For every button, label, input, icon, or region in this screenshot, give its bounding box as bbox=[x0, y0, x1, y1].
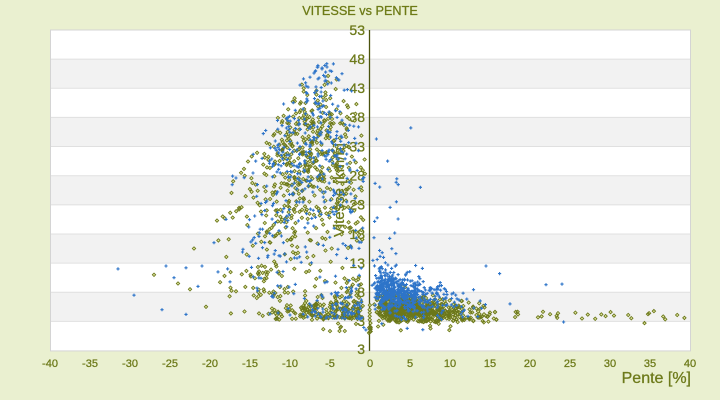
svg-text:13: 13 bbox=[349, 255, 365, 271]
svg-text:20: 20 bbox=[524, 358, 536, 370]
svg-text:23: 23 bbox=[349, 197, 365, 213]
svg-text:Pente [%]: Pente [%] bbox=[622, 370, 691, 387]
svg-text:3: 3 bbox=[357, 341, 365, 357]
svg-text:-15: -15 bbox=[242, 358, 258, 370]
svg-text:8: 8 bbox=[357, 284, 365, 300]
svg-text:38: 38 bbox=[349, 109, 365, 125]
svg-text:0: 0 bbox=[367, 358, 373, 370]
svg-text:28: 28 bbox=[349, 168, 365, 184]
svg-text:48: 48 bbox=[349, 51, 365, 67]
svg-text:43: 43 bbox=[349, 80, 365, 96]
svg-text:35: 35 bbox=[644, 358, 656, 370]
svg-text:-20: -20 bbox=[202, 358, 218, 370]
svg-text:-35: -35 bbox=[82, 358, 98, 370]
svg-text:10: 10 bbox=[444, 358, 456, 370]
svg-text:3: 3 bbox=[357, 313, 365, 329]
svg-text:-30: -30 bbox=[122, 358, 138, 370]
svg-text:VITESSE vs PENTE: VITESSE vs PENTE bbox=[302, 4, 418, 18]
svg-text:-5: -5 bbox=[325, 358, 335, 370]
svg-text:53: 53 bbox=[349, 22, 365, 38]
svg-text:30: 30 bbox=[604, 358, 616, 370]
svg-text:15: 15 bbox=[484, 358, 496, 370]
svg-text:-40: -40 bbox=[42, 358, 58, 370]
svg-text:-25: -25 bbox=[162, 358, 178, 370]
svg-text:5: 5 bbox=[407, 358, 413, 370]
svg-text:25: 25 bbox=[564, 358, 576, 370]
svg-text:33: 33 bbox=[349, 138, 365, 154]
svg-text:-10: -10 bbox=[282, 358, 298, 370]
svg-text:40: 40 bbox=[684, 358, 696, 370]
